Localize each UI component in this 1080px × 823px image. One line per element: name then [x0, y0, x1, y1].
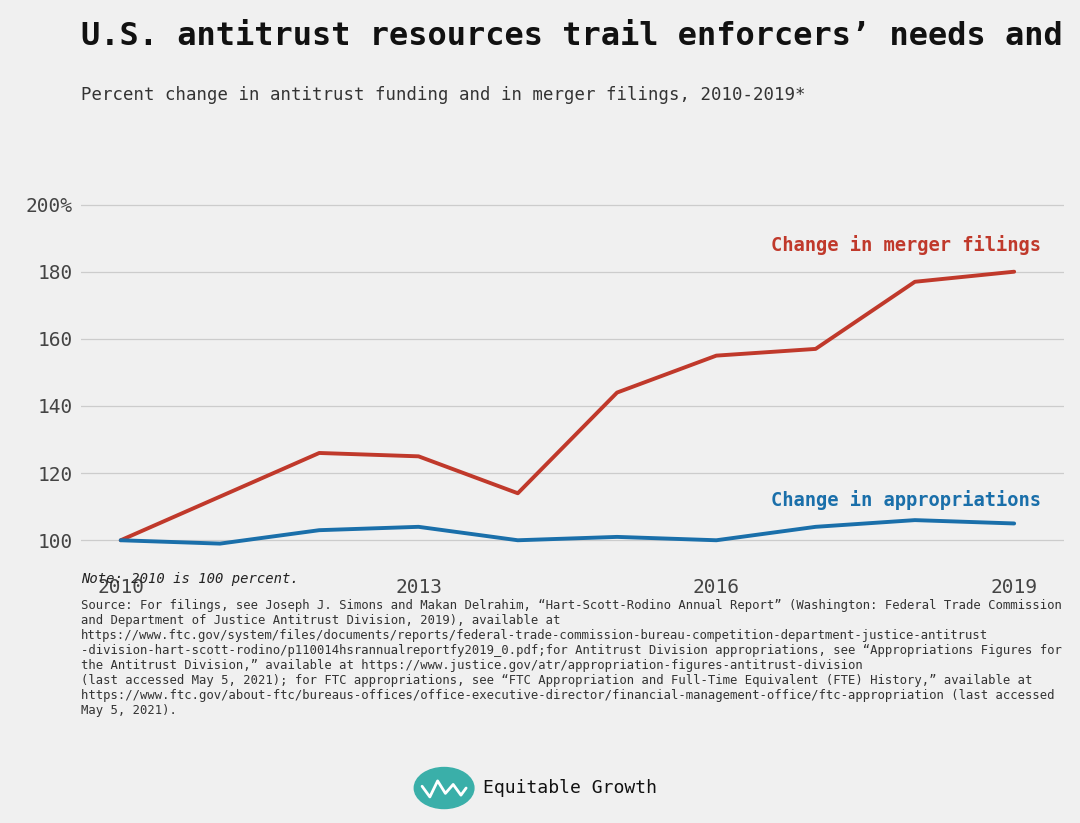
Text: Equitable Growth: Equitable Growth	[483, 779, 657, 797]
Circle shape	[415, 768, 474, 808]
Text: Note: 2010 is 100 percent.: Note: 2010 is 100 percent.	[81, 572, 299, 586]
Text: Source: For filings, see Joseph J. Simons and Makan Delrahim, “Hart-Scott-Rodino: Source: For filings, see Joseph J. Simon…	[81, 599, 1062, 717]
Text: U.S. antitrust resources trail enforcers’ needs and workloads: U.S. antitrust resources trail enforcers…	[81, 21, 1080, 52]
Text: Percent change in antitrust funding and in merger filings, 2010-2019*: Percent change in antitrust funding and …	[81, 86, 806, 105]
Text: Change in merger filings: Change in merger filings	[771, 235, 1041, 255]
Text: Change in appropriations: Change in appropriations	[771, 490, 1041, 510]
